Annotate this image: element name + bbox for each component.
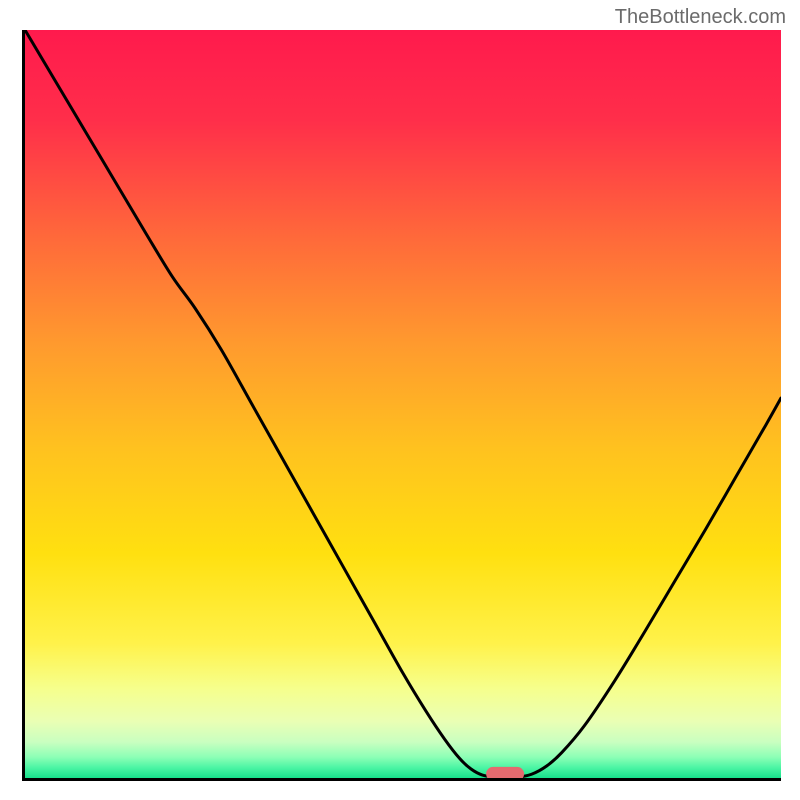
watermark-text: TheBottleneck.com	[615, 6, 786, 29]
bottleneck-curve	[25, 30, 781, 778]
optimal-marker	[486, 766, 524, 780]
bottleneck-chart	[22, 30, 781, 781]
curve-svg	[25, 30, 781, 778]
